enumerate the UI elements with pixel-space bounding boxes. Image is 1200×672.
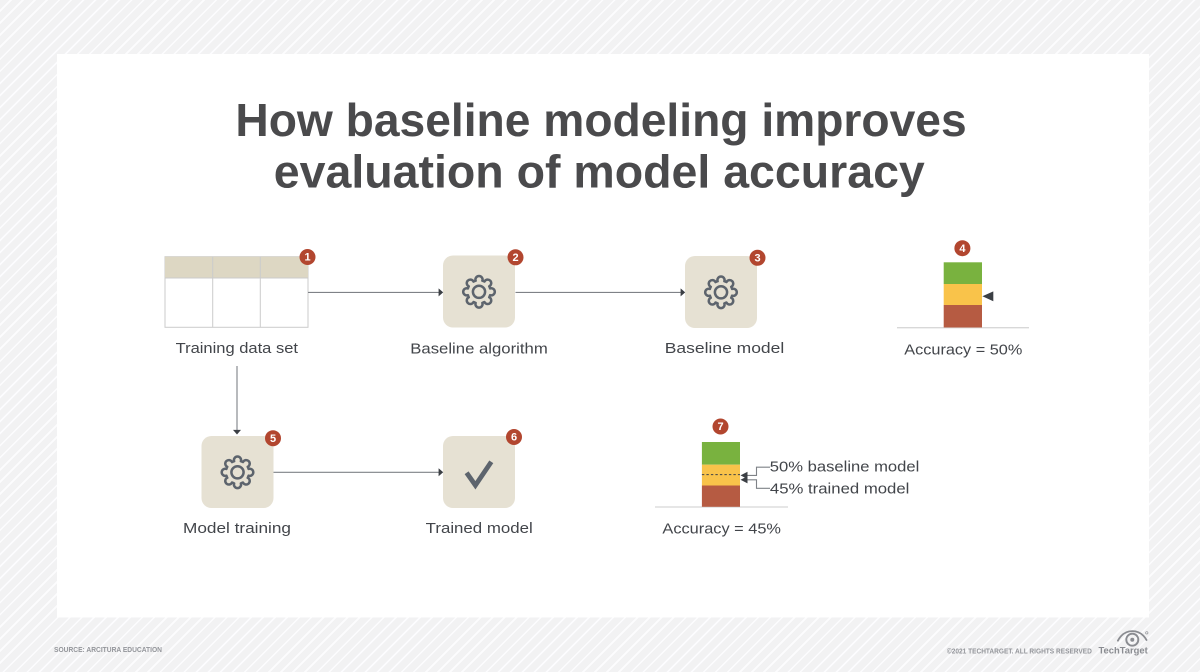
svg-text:TechTarget: TechTarget: [1099, 645, 1149, 656]
svg-text:Trained model: Trained model: [426, 520, 533, 537]
svg-text:Accuracy = 50%: Accuracy = 50%: [904, 341, 1022, 358]
svg-text:45% trained model: 45% trained model: [770, 481, 910, 498]
svg-text:Baseline algorithm: Baseline algorithm: [410, 340, 548, 357]
svg-text:1: 1: [304, 252, 310, 264]
svg-text:3: 3: [754, 253, 760, 265]
svg-text:6: 6: [511, 432, 517, 444]
svg-text:evaluation of model accuracy: evaluation of model accuracy: [274, 146, 925, 198]
svg-text:5: 5: [270, 433, 276, 445]
svg-text:©2021 TECHTARGET. ALL RIGHTS R: ©2021 TECHTARGET. ALL RIGHTS RESERVED: [947, 647, 1092, 656]
svg-text:50% baseline model: 50% baseline model: [770, 459, 920, 476]
svg-text:4: 4: [959, 243, 966, 255]
svg-text:Baseline model: Baseline model: [665, 340, 785, 357]
svg-text:2: 2: [512, 252, 518, 264]
svg-text:How baseline modeling improves: How baseline modeling improves: [235, 94, 966, 146]
svg-text:SOURCE: ARCITURA EDUCATION: SOURCE: ARCITURA EDUCATION: [54, 645, 162, 654]
svg-text:Accuracy = 45%: Accuracy = 45%: [662, 521, 781, 538]
svg-text:Model training: Model training: [183, 520, 291, 537]
svg-text:Training data set: Training data set: [176, 340, 299, 357]
svg-text:7: 7: [717, 421, 723, 433]
